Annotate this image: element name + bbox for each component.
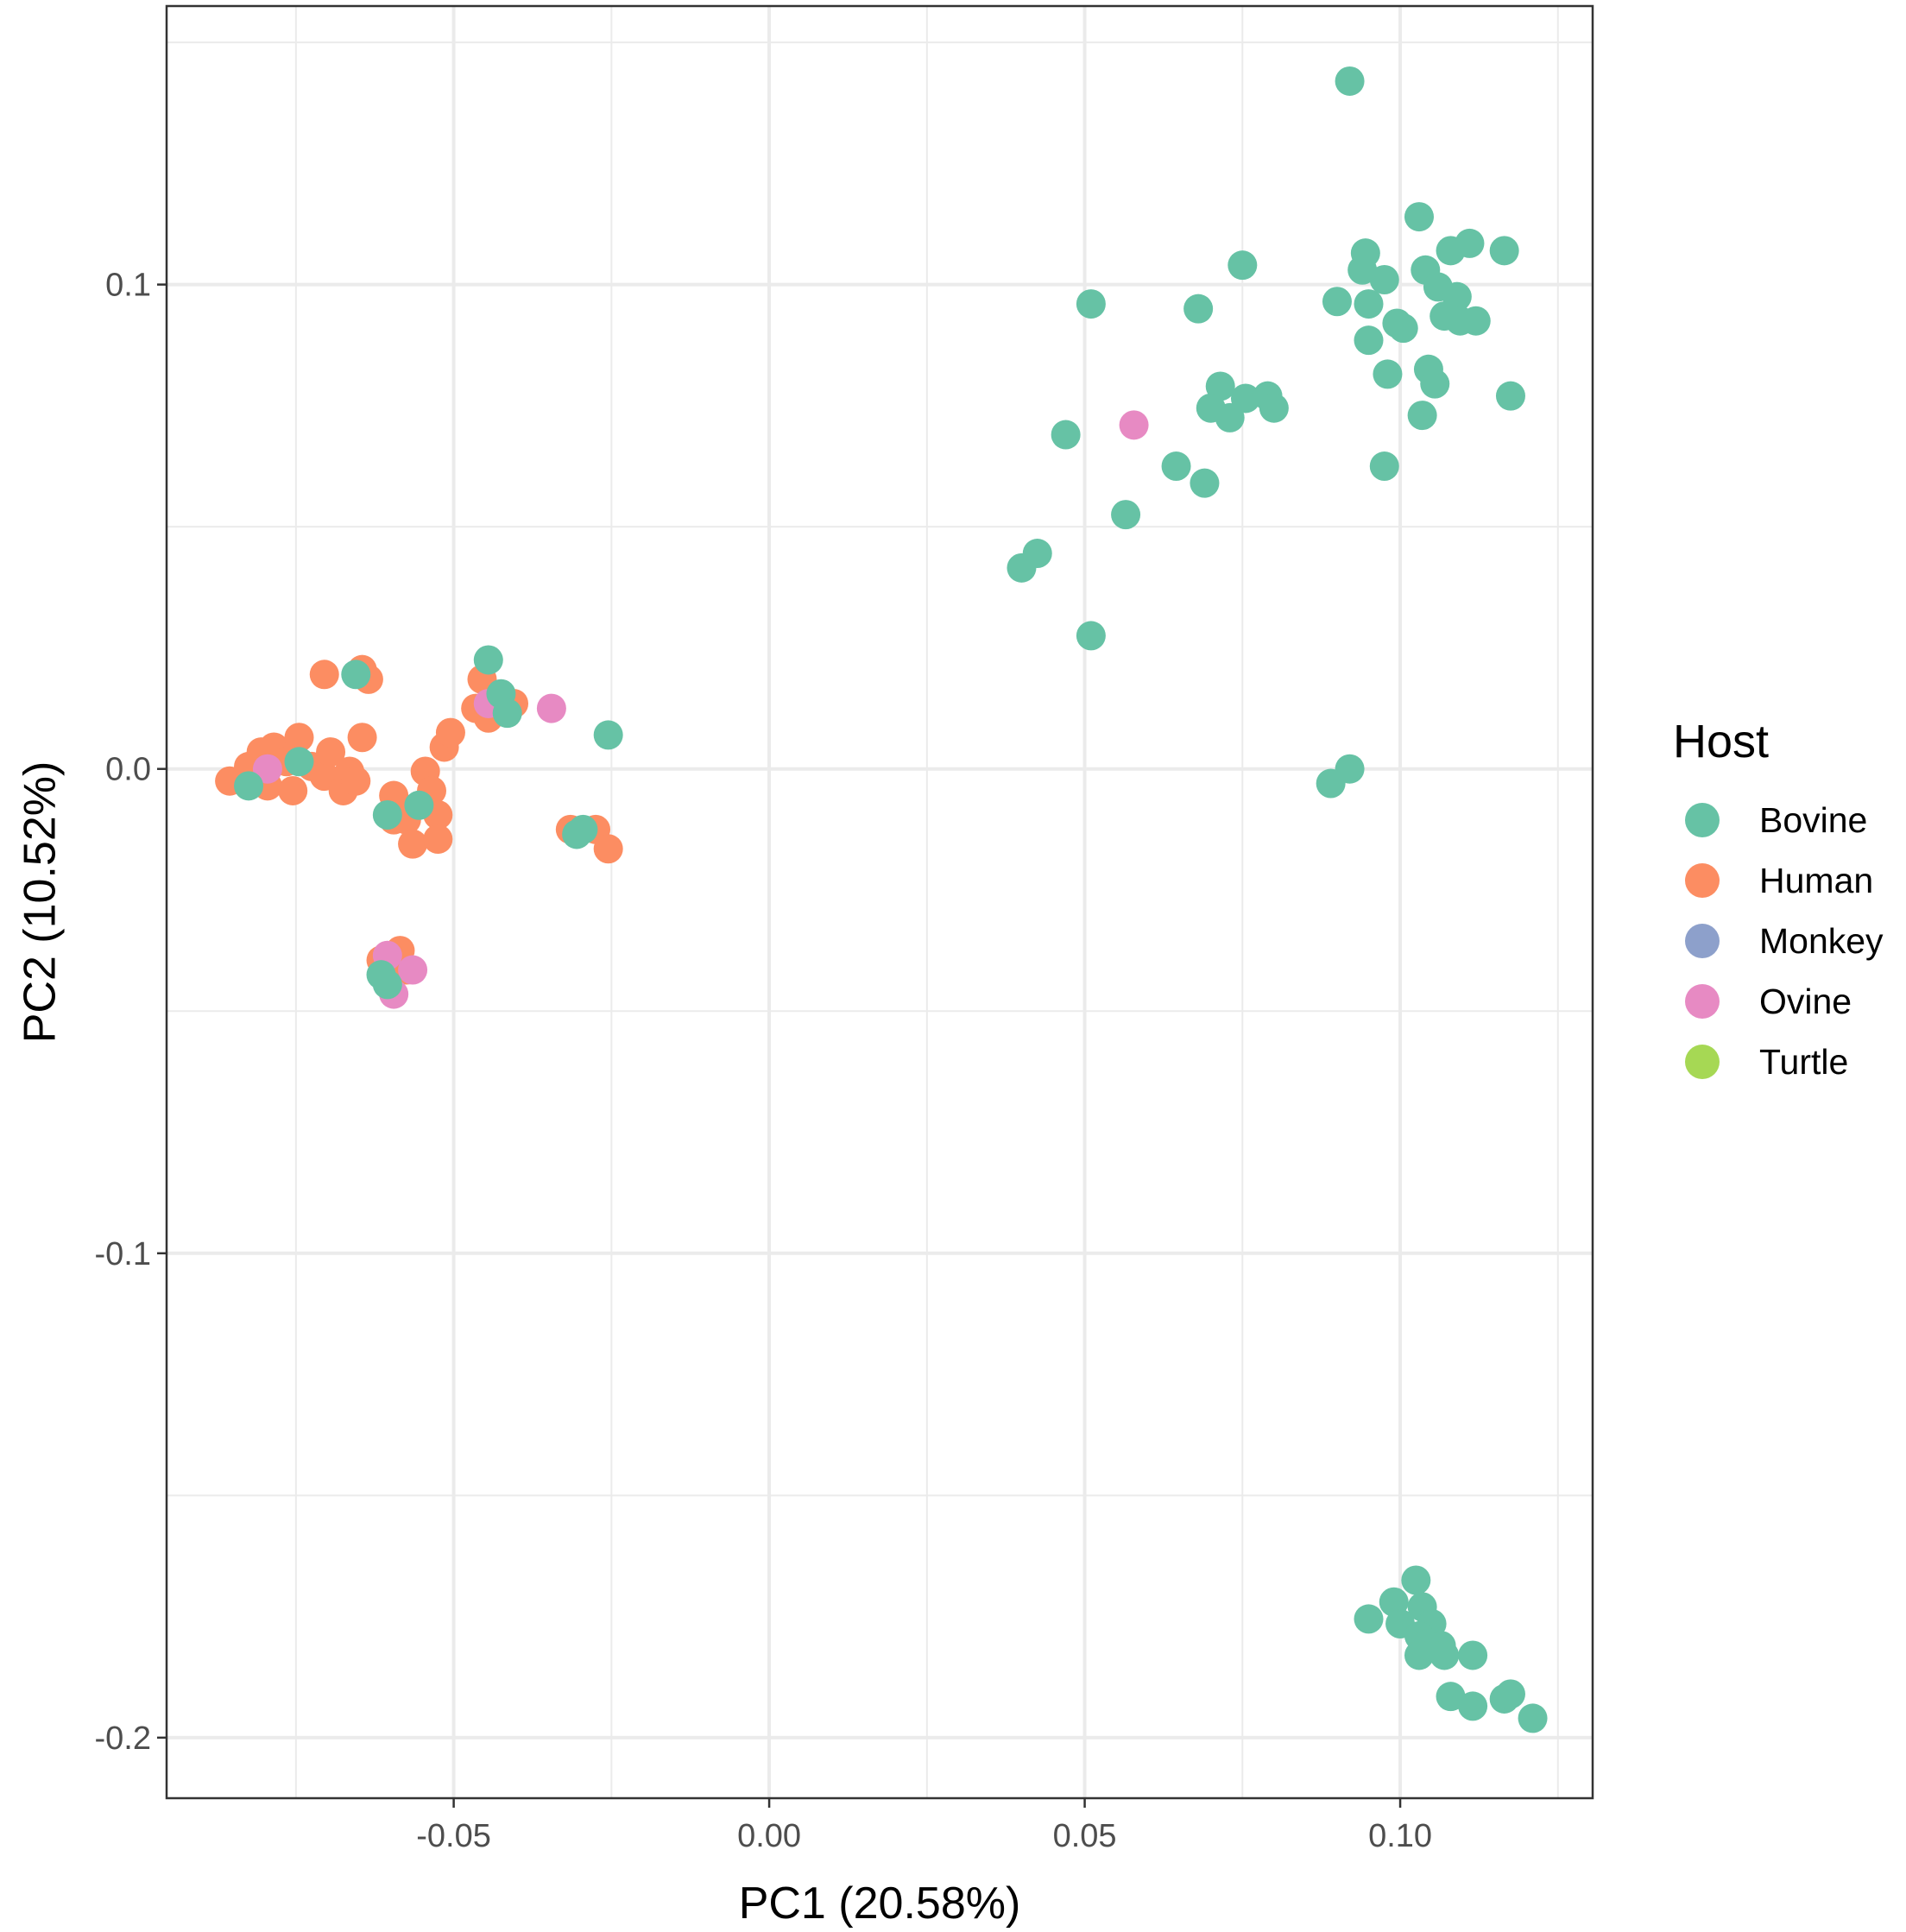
x-tick-label: 0.05 [1053, 1818, 1117, 1854]
panel-border [165, 4, 1594, 1800]
data-point-bovine [1347, 255, 1378, 285]
data-point-human [341, 766, 371, 796]
data-point-human [309, 660, 339, 690]
data-point-ovine [1119, 410, 1149, 440]
data-point-ovine [536, 693, 566, 723]
data-point-human [316, 737, 346, 767]
legend-label-human: Human [1759, 861, 1873, 900]
x-tick-label: -0.05 [416, 1818, 491, 1854]
data-point-bovine [1354, 1604, 1384, 1634]
data-point-bovine [372, 969, 402, 1000]
legend-label-bovine: Bovine [1759, 800, 1867, 840]
data-point-bovine [1354, 325, 1384, 356]
y-axis-title: PC2 (10.52%) [16, 761, 66, 1044]
data-point-bovine [1518, 1703, 1548, 1733]
data-point-bovine [473, 645, 503, 675]
y-tick-label: -0.1 [95, 1236, 151, 1272]
legend-label-monkey: Monkey [1759, 921, 1884, 961]
data-point-bovine [1401, 1565, 1431, 1595]
data-point-bovine [1369, 451, 1399, 482]
data-point-bovine [1458, 1691, 1488, 1721]
x-axis-title: PC1 (20.58%) [739, 1878, 1021, 1929]
data-point-bovine [562, 819, 592, 849]
data-point-bovine [1436, 236, 1466, 266]
data-point-bovine [1436, 1682, 1466, 1712]
data-point-bovine [1228, 250, 1258, 281]
data-point-human [284, 723, 314, 753]
data-point-bovine [1259, 393, 1289, 423]
data-point-bovine [1076, 621, 1106, 651]
data-point-ovine [252, 754, 282, 784]
data-point-bovine [1007, 552, 1037, 583]
legend-key-monkey [1685, 924, 1720, 958]
data-point-bovine [1404, 1640, 1434, 1670]
data-point-human [423, 824, 453, 855]
y-tick-label: 0.1 [105, 268, 151, 304]
data-point-bovine [1420, 369, 1450, 399]
x-axis-ticks: -0.05 0.00 0.05 0.10 [416, 1798, 1432, 1854]
legend: Host Bovine Human Monkey Ovine Turtle [1673, 716, 1884, 1082]
data-point-bovine [341, 660, 371, 690]
data-point-bovine [1161, 451, 1191, 482]
legend-key-human [1685, 863, 1720, 898]
data-point-bovine [1430, 1640, 1460, 1670]
data-point-bovine [404, 790, 434, 820]
data-point-bovine [1335, 66, 1365, 96]
data-point-bovine [1489, 236, 1519, 266]
data-point-bovine [1354, 289, 1384, 319]
data-point-bovine [1407, 401, 1437, 431]
data-point-human [435, 717, 465, 748]
data-point-bovine [1190, 468, 1220, 498]
data-point-human [593, 834, 623, 864]
data-point-bovine [492, 698, 522, 729]
data-point-human [347, 723, 377, 753]
data-point-human [398, 829, 428, 859]
data-point-bovine [1369, 265, 1399, 295]
legend-key-bovine [1685, 803, 1720, 837]
minor-gridlines [167, 6, 1593, 1798]
data-points [215, 66, 1548, 1733]
y-tick-label: -0.2 [95, 1720, 151, 1757]
data-point-bovine [593, 720, 623, 750]
data-point-bovine [1316, 768, 1346, 799]
data-point-bovine [372, 800, 402, 830]
data-point-bovine [1461, 306, 1491, 336]
legend-label-turtle: Turtle [1759, 1042, 1848, 1082]
x-tick-label: 0.10 [1368, 1818, 1432, 1854]
data-point-bovine [1495, 1679, 1525, 1709]
data-point-bovine [1051, 420, 1081, 450]
legend-items: Bovine Human Monkey Ovine Turtle [1685, 800, 1884, 1082]
data-point-bovine [1495, 381, 1525, 411]
data-point-bovine [234, 771, 264, 801]
data-point-human [278, 775, 308, 805]
data-point-bovine [1111, 500, 1141, 530]
data-point-bovine [1230, 383, 1260, 414]
data-point-bovine [1183, 294, 1214, 324]
legend-title: Host [1673, 716, 1769, 767]
legend-key-turtle [1685, 1045, 1720, 1079]
y-tick-label: 0.0 [105, 752, 151, 788]
data-point-bovine [1076, 289, 1106, 319]
x-tick-label: 0.00 [737, 1818, 801, 1854]
data-point-bovine [1458, 1640, 1488, 1670]
legend-label-ovine: Ovine [1759, 982, 1852, 1021]
data-point-bovine [284, 747, 314, 777]
data-point-bovine [1215, 402, 1245, 432]
data-point-bovine [1388, 313, 1418, 344]
y-axis-ticks: -0.2 -0.1 0.0 0.1 [95, 268, 167, 1757]
data-point-bovine [1404, 202, 1434, 232]
legend-key-ovine [1685, 984, 1720, 1019]
data-point-bovine [1373, 359, 1403, 389]
data-point-bovine [1322, 287, 1352, 317]
data-point-ovine [398, 955, 428, 985]
